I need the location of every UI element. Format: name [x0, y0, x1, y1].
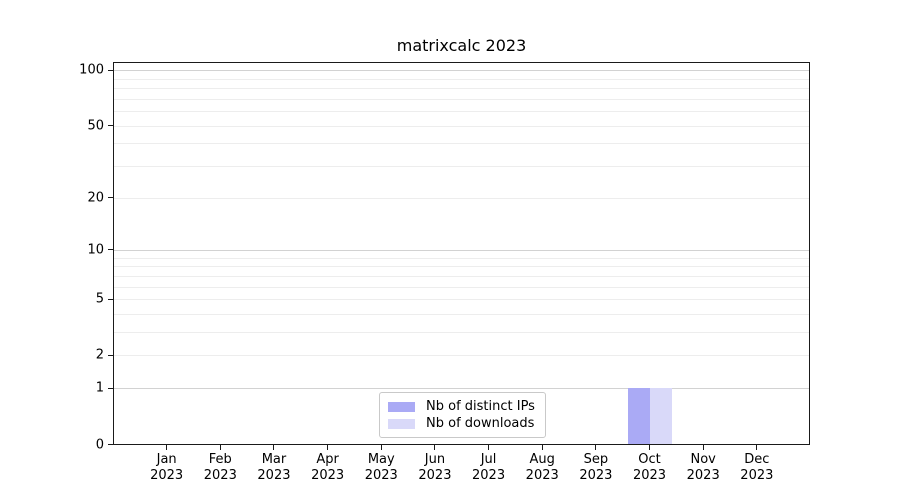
x-tick-mark: [488, 444, 490, 450]
x-tick-label: May 2023: [364, 451, 398, 484]
y-gridline-major: [114, 249, 809, 251]
x-tick-mark: [541, 444, 543, 450]
y-tick-mark: [108, 387, 113, 389]
y-tick-label: 5: [95, 291, 104, 307]
x-tick-label: Jun 2023: [418, 451, 452, 484]
y-gridline-minor: [114, 275, 809, 277]
x-tick-mark: [649, 444, 651, 450]
x-tick-mark: [327, 444, 329, 450]
bar-distinct-ips: [627, 388, 650, 444]
y-gridline-minor: [114, 87, 809, 89]
legend-label: Nb of distinct IPs: [426, 399, 535, 414]
y-gridline-minor: [114, 143, 809, 145]
x-tick-label: Oct 2023: [632, 451, 667, 484]
y-gridline-major: [114, 70, 809, 72]
x-tick-mark: [756, 444, 758, 450]
y-tick-label: 100: [79, 62, 104, 78]
y-tick-mark: [108, 354, 113, 356]
y-gridline-minor: [114, 98, 809, 100]
legend-swatch: [388, 401, 415, 412]
legend: Nb of distinct IPs Nb of downloads: [379, 392, 546, 438]
x-tick-mark: [273, 444, 275, 450]
x-tick-label: Nov 2023: [686, 451, 720, 484]
x-tick-label: Jul 2023: [472, 451, 506, 484]
plot-area: [113, 62, 810, 445]
y-gridline-minor: [114, 266, 809, 268]
y-tick-mark: [108, 298, 113, 300]
y-tick-label: 50: [87, 118, 104, 134]
y-tick-mark: [108, 197, 113, 198]
y-gridline-major: [114, 388, 809, 390]
y-gridline-minor: [114, 299, 809, 301]
x-tick-mark: [166, 444, 168, 450]
y-gridline-minor: [114, 313, 809, 315]
y-tick-label: 0: [95, 437, 104, 452]
y-gridline-minor: [114, 197, 809, 199]
y-gridline-minor: [114, 111, 809, 112]
x-tick-label: Jan 2023: [150, 451, 184, 484]
bar-downloads: [649, 388, 672, 444]
x-tick-label: Mar 2023: [257, 451, 291, 484]
legend-entry: Nb of distinct IPs: [388, 398, 535, 415]
y-gridline-minor: [114, 257, 809, 259]
y-gridline-minor: [114, 125, 809, 127]
y-gridline-minor: [114, 286, 809, 288]
legend-entry: Nb of downloads: [388, 415, 535, 432]
y-gridline-minor: [114, 165, 809, 167]
x-tick-label: Dec 2023: [740, 451, 774, 484]
y-tick-mark: [108, 69, 113, 71]
y-tick-label: 1: [95, 380, 104, 396]
legend-label: Nb of downloads: [426, 416, 535, 431]
y-gridline-minor: [114, 78, 809, 80]
y-tick-label: 20: [87, 190, 104, 205]
x-tick-label: Aug 2023: [525, 451, 559, 484]
chart-title: matrixcalc 2023: [396, 36, 527, 55]
x-tick-label: Feb 2023: [203, 451, 237, 484]
y-gridline-minor: [114, 355, 809, 357]
y-tick-label: 2: [95, 347, 104, 363]
y-tick-label: 10: [87, 242, 104, 258]
x-tick-mark: [702, 444, 704, 450]
y-gridline-minor: [114, 332, 809, 334]
x-tick-mark: [595, 444, 597, 450]
x-tick-mark: [434, 444, 436, 450]
x-tick-mark: [380, 444, 382, 450]
legend-swatch: [388, 418, 415, 429]
x-tick-label: Apr 2023: [311, 451, 345, 484]
y-tick-mark: [108, 444, 113, 445]
x-tick-label: Sep 2023: [579, 451, 613, 484]
y-tick-mark: [108, 249, 113, 251]
y-tick-mark: [108, 125, 113, 127]
x-tick-mark: [219, 444, 221, 450]
